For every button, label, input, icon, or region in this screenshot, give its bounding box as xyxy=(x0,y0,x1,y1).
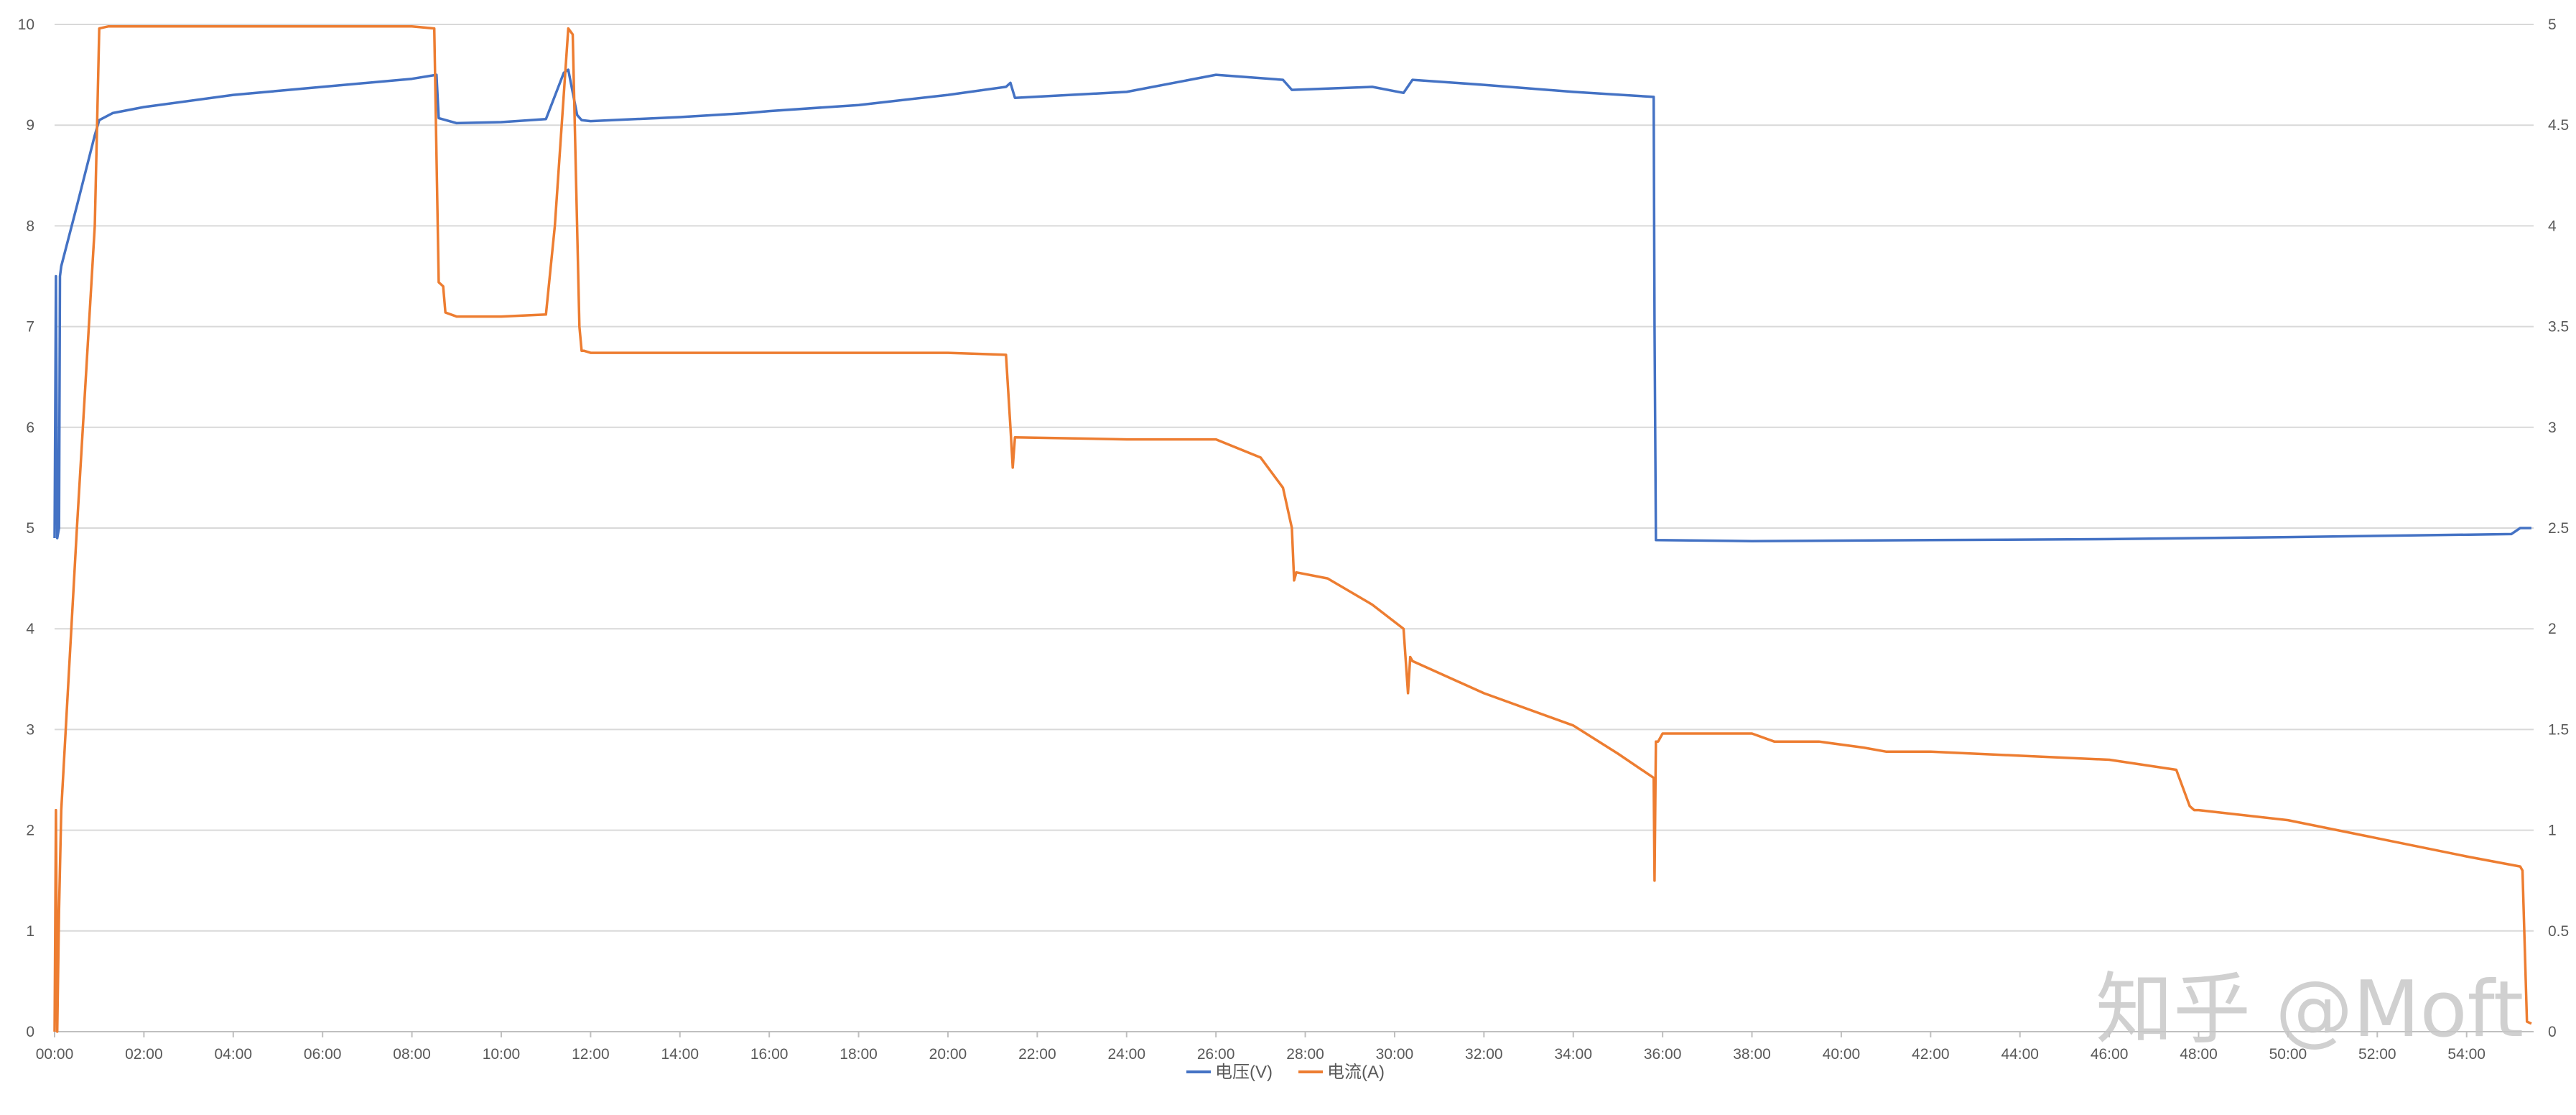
x-tick-label: 54:00 xyxy=(2447,1046,2486,1063)
series-line-1 xyxy=(53,25,2532,1033)
x-tick-label: 44:00 xyxy=(2001,1046,2039,1063)
y2-tick-label: 2.5 xyxy=(2548,520,2569,537)
x-tick-label: 14:00 xyxy=(661,1046,699,1063)
x-tick-label: 32:00 xyxy=(1465,1046,1503,1063)
x-tick-label: 10:00 xyxy=(483,1046,521,1063)
y2-tick-label: 4.5 xyxy=(2548,117,2569,134)
y-tick-label: 1 xyxy=(26,923,34,940)
x-tick-label: 30:00 xyxy=(1376,1046,1414,1063)
x-tick-label: 50:00 xyxy=(2269,1046,2307,1063)
x-tick-label: 52:00 xyxy=(2358,1046,2396,1063)
y-tick-label: 4 xyxy=(26,621,34,637)
right-axis-tick-labels: 0 0.5 1 1.5 2 2.5 3 3.5 4 4.5 5 xyxy=(2548,17,2569,1040)
legend-label: 电流(A) xyxy=(1327,1063,1385,1082)
x-tick-label: 42:00 xyxy=(1912,1046,1950,1063)
y2-tick-label: 2 xyxy=(2548,621,2557,637)
y-tick-label: 2 xyxy=(26,823,34,839)
x-tick-label: 26:00 xyxy=(1197,1046,1235,1063)
x-tick-label: 20:00 xyxy=(929,1046,967,1063)
x-tick-label: 16:00 xyxy=(750,1046,789,1063)
y-tick-label: 9 xyxy=(26,117,34,134)
y2-tick-label: 3 xyxy=(2548,420,2557,436)
x-tick-label: 22:00 xyxy=(1018,1046,1056,1063)
x-tick-label: 00:00 xyxy=(36,1046,74,1063)
y2-tick-label: 1.5 xyxy=(2548,721,2569,738)
x-tick-label: 34:00 xyxy=(1554,1046,1592,1063)
x-tick-label: 28:00 xyxy=(1286,1046,1324,1063)
x-axis-tick-labels: 00:00 02:00 04:00 06:00 08:00 10:00 12:00 14:00… xyxy=(36,1032,2486,1063)
x-tick-label: 02:00 xyxy=(125,1046,163,1063)
x-tick-label: 18:00 xyxy=(840,1046,878,1063)
x-tick-label: 06:00 xyxy=(304,1046,342,1063)
y2-tick-label: 0 xyxy=(2548,1024,2557,1040)
x-tick-label: 46:00 xyxy=(2091,1046,2129,1063)
y-tick-label: 3 xyxy=(26,721,34,738)
y-tick-label: 6 xyxy=(26,420,34,436)
y-tick-label: 10 xyxy=(18,17,34,33)
x-tick-label: 36:00 xyxy=(1644,1046,1682,1063)
y2-tick-label: 0.5 xyxy=(2548,923,2569,940)
y2-tick-label: 1 xyxy=(2548,823,2557,839)
legend: 电压(V) 电流(A) xyxy=(1186,1063,1385,1082)
x-tick-label: 24:00 xyxy=(1107,1046,1145,1063)
x-tick-label: 38:00 xyxy=(1733,1046,1771,1063)
y-tick-label: 5 xyxy=(26,520,34,537)
x-tick-label: 04:00 xyxy=(215,1046,253,1063)
y-tick-label: 8 xyxy=(26,218,34,234)
y2-tick-label: 4 xyxy=(2548,218,2557,234)
x-tick-label: 48:00 xyxy=(2180,1046,2218,1063)
x-tick-label: 08:00 xyxy=(393,1046,431,1063)
watermark-text: 知乎 @Moft xyxy=(2096,965,2524,1055)
y2-tick-label: 3.5 xyxy=(2548,319,2569,336)
series-layer xyxy=(53,25,2532,1033)
left-axis-tick-labels: 0 1 2 3 4 5 6 7 8 9 10 xyxy=(18,17,35,1040)
x-tick-label: 40:00 xyxy=(1823,1046,1861,1063)
y-tick-label: 0 xyxy=(26,1024,34,1040)
gridlines xyxy=(55,24,2534,1032)
y-tick-label: 7 xyxy=(26,319,34,336)
y2-tick-label: 5 xyxy=(2548,17,2557,33)
series-line-0 xyxy=(53,68,2531,542)
x-tick-label: 12:00 xyxy=(572,1046,610,1063)
legend-label: 电压(V) xyxy=(1215,1063,1273,1082)
